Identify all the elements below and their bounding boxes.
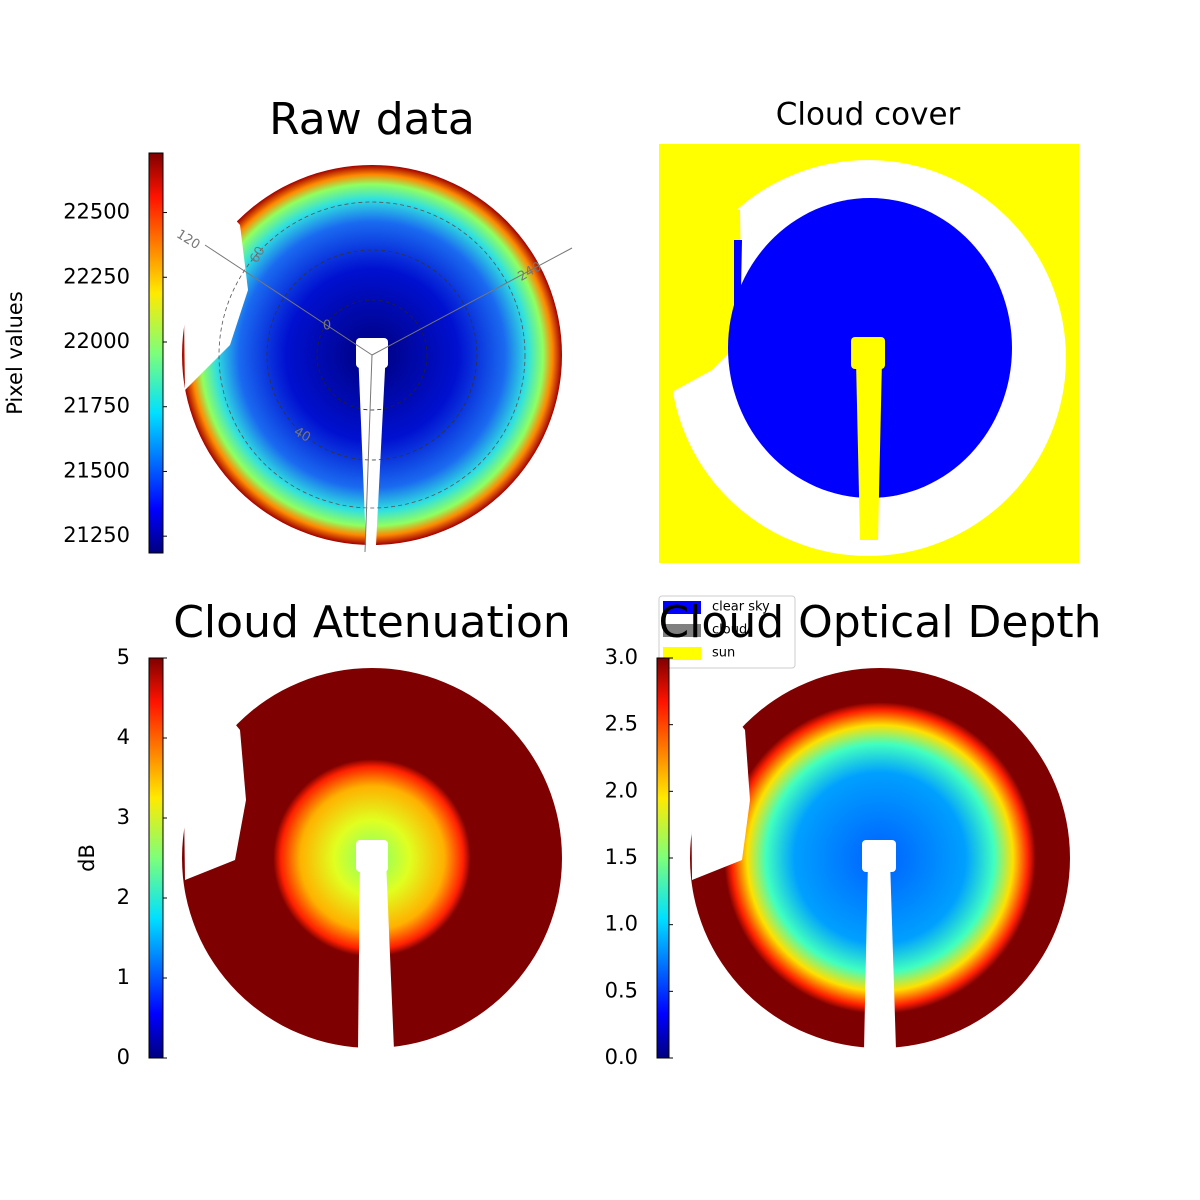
chart-title: Cloud cover [776, 97, 961, 133]
colorbar-tick-label: 0.5 [605, 978, 638, 1002]
colorbar-tick-label: 21500 [63, 458, 130, 482]
colorbar-tick-label: 1.5 [605, 845, 638, 869]
colorbar-tick-label: 21750 [63, 394, 130, 418]
colorbar-tick-label: 22000 [63, 329, 130, 353]
colorbar-label: dB [75, 844, 99, 872]
chart-title: Cloud Attenuation [173, 597, 571, 648]
colorbar-tick-label: 0.0 [605, 1045, 638, 1069]
polar-annotation: 0 [323, 319, 331, 334]
colorbar-tick-label: 21250 [63, 523, 130, 547]
colorbar [148, 152, 164, 554]
colorbar-tick-label: 2.0 [605, 778, 638, 802]
colorbar-tick-label: 22500 [63, 200, 130, 224]
colorbar-tick-label: 1 [117, 965, 130, 989]
legend-swatch [663, 601, 701, 614]
attenuation-image [182, 660, 562, 1050]
colorbar [656, 657, 670, 1059]
colorbar-tick-label: 4 [117, 725, 130, 749]
legend-label: cloud [712, 623, 747, 638]
polar-annotation: 40 [291, 424, 313, 445]
colorbar [148, 657, 164, 1059]
legend-label: sun [712, 646, 735, 661]
legend-swatch [663, 624, 701, 637]
colorbar-tick-label: 5 [117, 645, 130, 669]
legend-swatch [663, 647, 701, 660]
optical-depth-image [690, 660, 1070, 1050]
colorbar-tick-label: 2 [117, 885, 130, 909]
polar-annotation: 60 [247, 244, 268, 266]
colorbar-tick-label: 1.0 [605, 912, 638, 936]
legend-label: clear sky [712, 600, 770, 615]
colorbar-tick-label: 0 [117, 1045, 130, 1069]
chart-title: Cloud Optical Depth [658, 597, 1101, 648]
colorbar-tick-label: 3.0 [605, 645, 638, 669]
chart-title: Raw data [269, 94, 475, 145]
raw-image [182, 160, 573, 553]
colorbar-tick-label: 2.5 [605, 712, 638, 736]
colorbar-tick-label: 22250 [63, 264, 130, 288]
colorbar-label: Pixel values [3, 291, 27, 415]
cloud-cover-image [659, 144, 1079, 563]
colorbar-tick-label: 3 [117, 805, 130, 829]
